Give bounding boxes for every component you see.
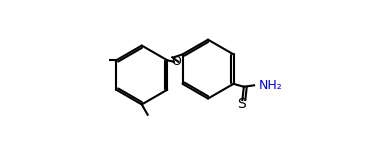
Text: NH₂: NH₂ — [258, 79, 282, 92]
Text: O: O — [171, 54, 181, 68]
Text: S: S — [237, 98, 246, 111]
